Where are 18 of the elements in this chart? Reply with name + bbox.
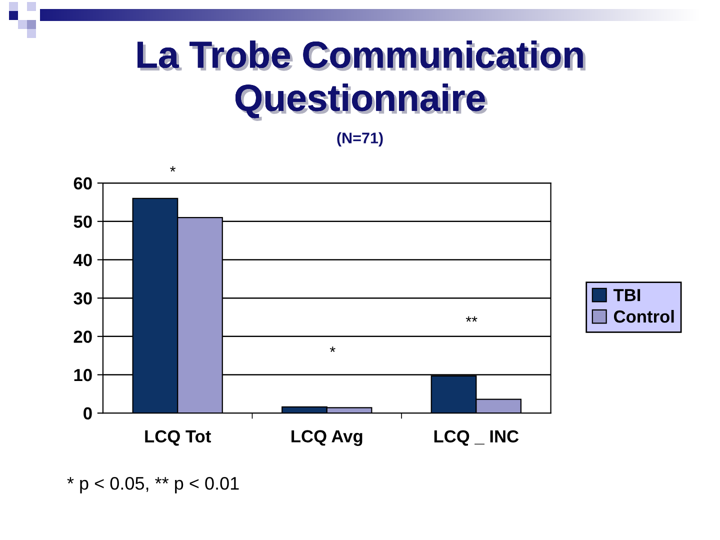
text: * p < 0.05, ** p < 0.01 (67, 476, 239, 494)
y-tick-label: 20 (74, 330, 92, 343)
y-tick-label: 50 (74, 216, 92, 228)
y-tick-label: 10 (74, 368, 92, 382)
legend-label: Control (614, 310, 674, 323)
annotation: ** (466, 316, 478, 322)
y-tick-label: 60 (74, 177, 92, 190)
y-tick-label: 40 (74, 254, 92, 266)
y-tick-label: 0 (84, 407, 92, 420)
chart-title: La Trobe Communication Questionnaire (138, 40, 586, 121)
chart-subtitle: (N=71) (337, 132, 383, 146)
x-tick-label: LCQ _ INC (434, 430, 519, 446)
annotation: * (330, 346, 336, 352)
x-tick-label: LCQ Tot (145, 430, 211, 446)
legend-label: TBI (613, 289, 640, 302)
y-tick-label: 30 (74, 292, 92, 305)
text: * (170, 166, 176, 172)
x-tick-label: LCQ Avg (292, 430, 362, 446)
